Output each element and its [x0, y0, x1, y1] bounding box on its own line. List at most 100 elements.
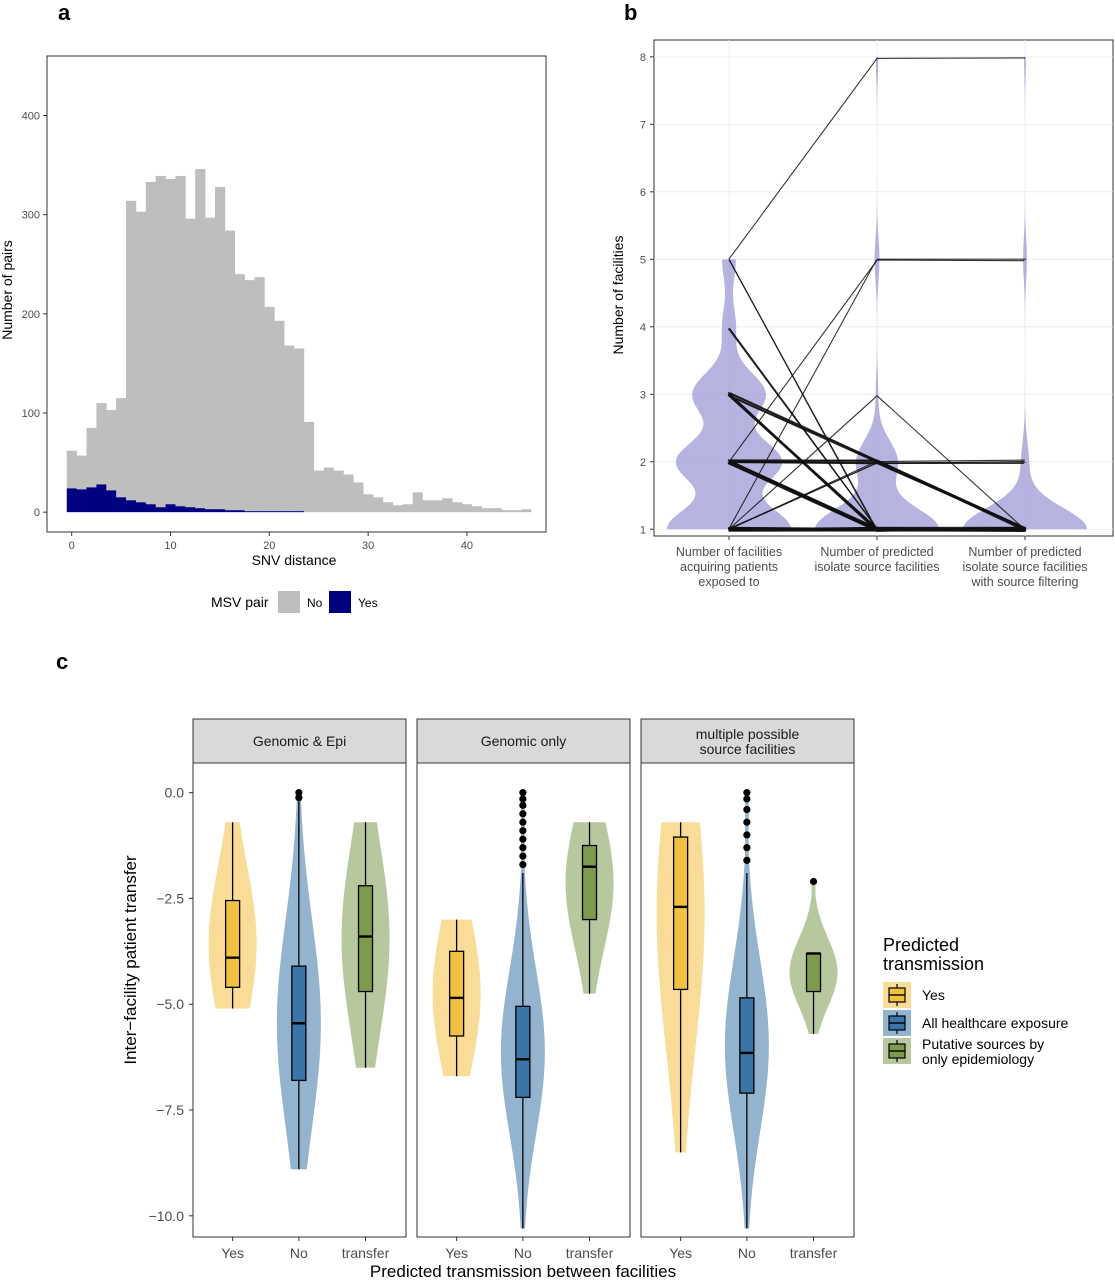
histogram-bar-yes: [155, 507, 166, 513]
histogram-bar-no: [205, 217, 216, 510]
boxplot-outlier: [519, 860, 527, 869]
panel-letter-c: c: [56, 649, 68, 674]
facet-strip: [192, 718, 407, 764]
boxplot-box: [224, 899, 241, 988]
histogram-bar-yes: [126, 500, 137, 513]
histogram-bar-no: [471, 506, 483, 513]
boxplot-box: [581, 844, 598, 921]
boxplot-outlier: [519, 795, 527, 803]
histogram-bar-no: [353, 482, 364, 513]
facility-y-tick-label: 5: [640, 254, 646, 266]
facility-path-line: [729, 529, 1026, 532]
transfer-x-label: Predicted transmission between facilitie…: [370, 1262, 676, 1280]
transfer-x-tick-label: No: [514, 1245, 532, 1261]
histogram-x-label: SNV distance: [252, 552, 337, 568]
facility-category-label: isolate source facilities: [962, 560, 1087, 574]
boxplot-outlier: [519, 835, 527, 843]
histogram-bar-yes: [165, 504, 176, 513]
histogram-bar-no: [313, 470, 324, 513]
histogram-bar-no: [333, 470, 344, 513]
transfer-x-tick-label: transfer: [790, 1245, 838, 1261]
facility-violin: [963, 56, 1087, 530]
histogram-bar-no: [175, 175, 186, 507]
histogram-x-tick-label: 20: [263, 540, 275, 552]
panel-letter-a: a: [58, 0, 71, 25]
facility-category-label: Number of facilities: [676, 545, 782, 559]
histogram-bar-yes: [224, 510, 236, 513]
histogram-bar-no: [501, 510, 512, 513]
histogram-bar-no: [274, 320, 285, 512]
histogram-bar-no: [86, 427, 97, 488]
histogram-bar-no: [392, 505, 404, 513]
histogram-bar-no: [481, 508, 492, 513]
histogram-bar-no: [244, 280, 255, 512]
histogram-bar-no: [106, 410, 117, 491]
transfer-violin-panel: Genomic & Epi Yes No transfer Genomic only Ye…: [121, 718, 1069, 1280]
histogram-bar-no: [521, 509, 532, 513]
histogram-bar-yes: [175, 506, 186, 513]
legend-key-no: [278, 591, 300, 613]
facility-violin: [815, 56, 939, 530]
boxplot-outlier: [295, 794, 303, 802]
transfer-x-tick-label: Yes: [221, 1245, 244, 1261]
facility-path-line: [729, 461, 1027, 531]
boxplot-outlier: [743, 789, 751, 797]
facility-y-tick-label: 4: [640, 322, 646, 334]
histogram-bar-yes: [135, 502, 147, 513]
facility-path-line: [728, 57, 1026, 260]
histogram-x-tick-label: 10: [164, 540, 176, 552]
facility-y-tick-label: 8: [640, 52, 646, 64]
transfer-x-tick-label: transfer: [342, 1245, 390, 1261]
histogram-x-tick-label: 30: [362, 540, 374, 552]
histogram-bar-no: [284, 345, 295, 512]
histogram-y-label: Number of pairs: [0, 240, 15, 340]
histogram-bar-yes: [185, 507, 196, 513]
legend-label-yes: Yes: [358, 596, 378, 610]
boxplot-outlier: [743, 805, 751, 814]
histogram-bar-no: [303, 421, 315, 513]
histogram-bar-yes: [76, 489, 87, 513]
legend-title: Predicted: [883, 935, 959, 955]
boxplot-outlier: [809, 877, 818, 886]
histogram-bar-yes: [254, 511, 265, 513]
facility-y-tick-label: 3: [640, 389, 646, 401]
facility-category-label: exposed to: [698, 575, 759, 589]
boxplot-outlier: [295, 789, 303, 797]
histogram-x-tick-label: 40: [461, 540, 473, 552]
histogram-bar-no: [224, 230, 236, 511]
facility-y-tick-label: 6: [640, 187, 646, 199]
histogram-bar-no: [343, 474, 354, 513]
histogram-bar-yes: [66, 488, 77, 513]
panel-letter-b: b: [624, 0, 637, 25]
histogram-bar-no: [116, 398, 127, 498]
facility-y-tick-label: 2: [640, 457, 646, 469]
legend-label: All healthcare exposure: [922, 1015, 1069, 1031]
histogram-bar-no: [76, 455, 87, 490]
histogram-bar-no: [412, 492, 423, 513]
legend-label: Putative sources by: [922, 1036, 1044, 1052]
histogram-bar-yes: [284, 511, 295, 513]
facet-strip-title: source facilities: [700, 741, 796, 757]
histogram-bar-no: [363, 494, 374, 513]
facility-category-label: with source filtering: [971, 575, 1079, 589]
transfer-x-tick-label: Yes: [445, 1245, 468, 1261]
histogram-y-tick-label: 0: [34, 507, 40, 519]
histogram-y-tick-label: 200: [22, 309, 40, 321]
histogram-y-tick-label: 100: [22, 408, 40, 420]
histogram-bar-yes: [234, 510, 245, 513]
histogram-bar-no: [66, 450, 77, 489]
boxplot-box: [739, 997, 755, 1094]
boxplot-outlier: [519, 844, 527, 852]
legend-label-no: No: [307, 596, 323, 610]
histogram-bar-no: [442, 498, 453, 513]
histogram-bar-no: [96, 403, 107, 485]
boxplot-outlier: [743, 856, 751, 864]
histogram-bar-no: [432, 500, 443, 513]
legend-label: Yes: [922, 987, 945, 1003]
histogram-bar-no: [195, 169, 206, 509]
facet-plot-area: [192, 762, 407, 1238]
histogram-bar-no: [452, 502, 463, 513]
